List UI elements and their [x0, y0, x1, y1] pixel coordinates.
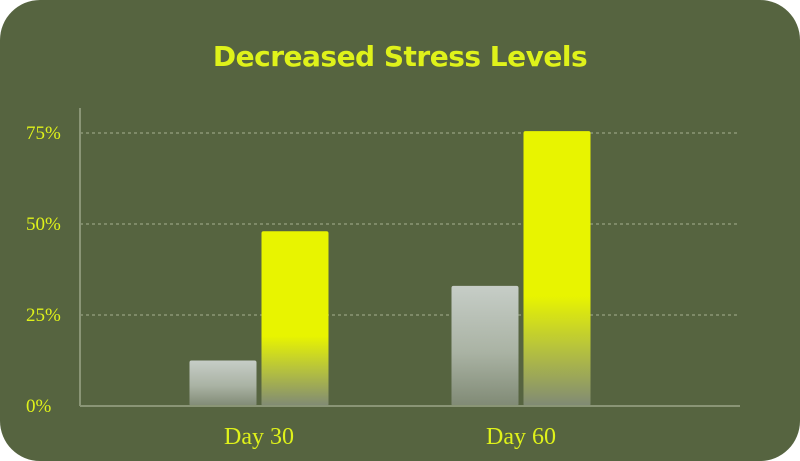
bar — [261, 231, 329, 406]
y-tick-label: 25% — [26, 305, 61, 326]
bars — [189, 131, 591, 406]
bar — [523, 131, 591, 406]
x-tick-label: Day 60 — [486, 424, 556, 450]
y-tick-label: 50% — [26, 214, 61, 235]
chart-title: Decreased Stress Levels — [212, 40, 588, 73]
y-tick-label: 0% — [26, 396, 52, 417]
labels: 0% 25% 50% 75% Day 30 Day 60 — [26, 123, 556, 450]
gridlines — [80, 132, 740, 316]
y-tick-label: 75% — [26, 123, 61, 144]
x-tick-label: Day 30 — [224, 424, 294, 450]
axes — [79, 108, 740, 407]
bar — [451, 285, 519, 406]
bar — [189, 360, 257, 406]
